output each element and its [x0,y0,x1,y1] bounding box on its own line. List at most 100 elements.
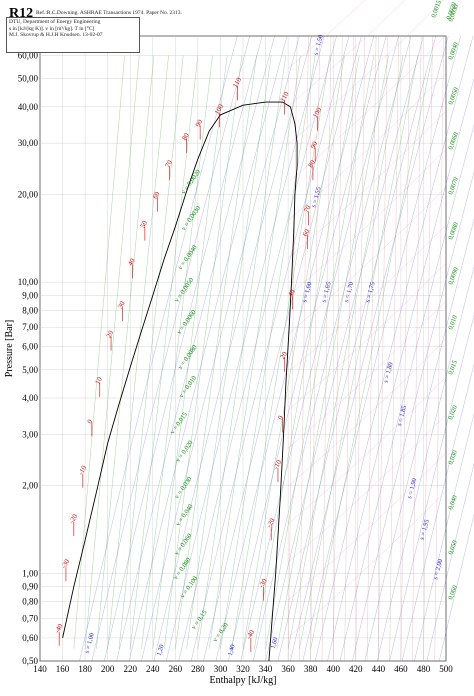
x-tick-label: 420 [349,664,363,674]
isotherm-line [287,490,447,639]
isochore-edge-label: 0,030 [447,450,459,466]
isotherm-line [287,187,447,335]
isotherm-label: -40 [245,628,257,641]
isotherm-label: -30 [60,557,72,570]
isochore-line [118,55,184,649]
y-tick-label: 2,00 [22,481,38,491]
isochore-edge-label: 0,0070 [447,176,460,195]
isochore-line [231,55,331,649]
isochore-edge-label: 0,040 [447,495,459,511]
isotherm-label: 30 [116,299,127,309]
isentrope-label: s = 1,85 [396,405,408,427]
saturated-liquid-line [62,101,283,638]
isentrope-line [426,463,474,662]
isotherm-line [287,35,447,183]
isochore-line [197,55,287,649]
isotherm-line [287,0,366,69]
isotherm-label: 60 [151,190,162,200]
isochore-edge-label: 0,050 [447,540,459,556]
isochore-line [276,55,389,649]
isotherm-line [287,73,447,221]
isotherm-label: -20 [68,512,80,525]
isotherm-label: 70 [163,158,174,168]
isotherm-vertical-line [355,35,365,662]
isentrope-line [178,35,337,662]
isentrope-line [128,35,288,662]
isochore-label: v = 0,010 [178,375,198,399]
y-tick-label: 60,00 [18,50,39,60]
isochore-edge-label: 0,0060 [447,131,460,150]
isentrope-line [364,218,474,662]
isotherm-vertical-line [321,35,332,662]
x-tick-label: 480 [417,664,431,674]
isentrope-line [290,35,449,662]
isochore-line [163,55,243,649]
isotherm-vertical-line [310,35,320,662]
isotherm-vertical-line [366,35,377,662]
isotherm-line [287,452,447,601]
isochore-line [287,55,404,649]
isochore-label: v = 0,030 [173,476,193,500]
isochore-label: v = 0,15 [190,609,208,631]
isentrope-line [414,413,474,662]
isochore-line [130,55,199,649]
isotherm-label: -40 [53,622,65,635]
isochore-line [208,55,301,649]
isotherm-vertical-line [378,35,388,662]
x-tick-label: 460 [394,664,408,674]
y-tick-label: 30,00 [18,138,39,148]
x-tick-label: 280 [191,664,205,674]
isentrope-line [327,77,474,662]
x-tick-label: 160 [56,664,70,674]
saturated-vapor-line [268,101,298,662]
isotherm-label: 10 [94,375,105,385]
institution-text: DTU, Department of Energy Engineering [9,19,101,25]
isotherm-vertical-line [299,35,309,662]
x-tick-label: 320 [236,664,250,674]
isentrope-line [389,314,474,662]
isentrope-label: s = 1,95 [419,519,431,541]
isentrope-line [315,35,474,662]
isochore-line [107,55,169,649]
isotherm-label: 0 [276,414,285,421]
y-tick-label: 4,00 [22,393,38,403]
isotherm-label: 90 [194,118,205,128]
isotherm-line [287,0,406,107]
isochore-edge-label: 0,020 [447,405,459,421]
isotherm-label: 110 [231,76,243,89]
isochore-edge-label: 0,0080 [447,221,460,240]
y-tick-label: 5,00 [22,365,38,375]
isotherm-vertical-line [344,35,354,662]
isentrope-label: s = 1,55 [310,186,322,208]
y-tick-label: 0,70 [22,613,38,623]
isotherm-label: -30 [257,577,269,590]
isotherm-vertical-line [400,35,411,662]
isotherm-label: 90 [309,140,320,150]
isochore-label: v = 0,0040 [177,244,199,271]
y-axis-label: Pressure [Bar] [4,320,15,377]
isentrope-line [401,363,474,662]
isentrope-line [377,266,474,662]
units-text: s in [kJ/(kg K)]. v in [m³/kg]. T in [°C… [9,25,95,32]
reference-text: Ref.:R.C.Downing. ASHRAE Transactions 19… [36,10,182,16]
isentrope-line [228,35,387,662]
isochore-label: v = 0,040 [175,503,195,527]
x-tick-label: 180 [78,664,92,674]
y-tick-label: 10,00 [18,277,39,287]
isentrope-line [190,35,350,662]
isotherm-label: -10 [77,464,89,477]
isotherm-label: 80 [307,158,318,168]
isotherm-label: 60 [301,227,312,237]
isotherm-label: 70 [302,204,313,214]
x-tick-label: 500 [439,664,453,674]
y-tick-label: 0,90 [22,582,38,592]
isentrope-line [104,35,263,662]
info-box: DTU, Department of Energy Engineering s … [6,17,140,53]
y-tick-label: 0,80 [22,597,38,607]
x-tick-label: 140 [33,664,47,674]
isentrope-line [439,513,474,662]
isotherm-line [287,338,447,487]
isotherm-vertical-line [287,35,298,662]
isentrope-line [153,35,312,662]
